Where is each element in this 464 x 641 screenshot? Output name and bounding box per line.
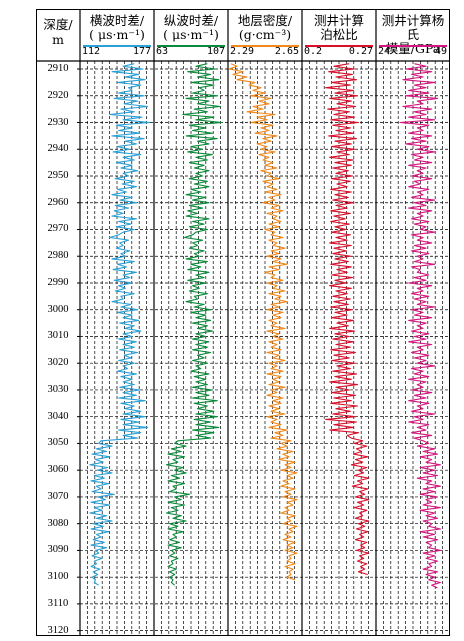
log-curve-3 [228,63,298,581]
depth-tick-label: 3090 [47,544,69,556]
scale-line [231,45,299,47]
depth-tick-label: 3050 [47,437,69,449]
track-header-poisson-ratio: 测井计算 泊松比 0.2 0.27 [302,9,376,61]
scale-min: 112 [82,46,101,57]
depth-tick-label: 2920 [47,89,69,101]
depth-tick-label: 3010 [47,330,69,342]
scale-min: 63 [156,46,169,57]
track-title: 测井计算 泊松比 [313,13,364,42]
scale-max: 49 [434,46,447,57]
track-title: 横波时差/ ( μs·m⁻¹) [89,13,145,42]
scale-line [157,45,225,47]
log-curve-4 [325,63,370,576]
depth-tick-label: 3060 [47,464,69,476]
depth-tick-label: 3030 [47,383,69,395]
track-header-shear-slowness: 横波时差/ ( μs·m⁻¹) 112 177 [80,9,154,61]
scale-line [379,45,447,47]
log-curve-1 [89,63,151,586]
scale-max: 107 [206,46,225,57]
log-curve-2 [165,63,223,586]
depth-tick-label: 3110 [47,597,69,609]
depth-tick-label: 3040 [47,410,69,422]
depth-tick-label: 2960 [47,196,69,208]
depth-tick-label: 2950 [47,170,69,181]
depth-tick-label: 3100 [47,571,69,583]
depth-tick-label: 3000 [47,303,69,315]
depth-tick-label: 2980 [47,250,69,262]
depth-tick-label: 3070 [47,490,69,502]
scale-min: 24 [378,46,391,57]
scale-line [83,45,151,47]
scale-min: 2.29 [230,46,255,57]
track-header-density: 地层密度/ (g·cm⁻³) 2.29 2.65 [228,9,302,61]
depth-tick-label: 2970 [47,223,69,235]
scale-min: 0.2 [304,46,323,57]
scale-max: 0.27 [348,46,373,57]
depth-tick-label: 2940 [47,143,69,155]
depth-tick-label: 2910 [47,63,69,75]
depth-tick-label: 2990 [47,276,69,288]
track-header-youngs-modulus: 测井计算杨氏 模量/GPa 24 49 [376,9,450,61]
chart-frame [36,9,450,636]
depth-tick-label: 3120 [47,624,69,636]
depth-tick-label: 2930 [47,116,69,128]
depth-tick-label: 3080 [47,517,69,529]
depth-tick-label: 3020 [47,357,69,369]
depth-axis-title: 深度/ m [43,17,73,47]
log-curve-5 [399,63,441,589]
scale-max: 2.65 [274,46,299,57]
track-title: 地层密度/ (g·cm⁻³) [237,13,293,42]
scale-max: 177 [132,46,151,57]
track-header-compressional-slowness: 纵波时差/ ( μs·m⁻¹) 63 107 [154,9,228,61]
track-title: 纵波时差/ ( μs·m⁻¹) [163,13,219,42]
scale-line [305,45,373,47]
